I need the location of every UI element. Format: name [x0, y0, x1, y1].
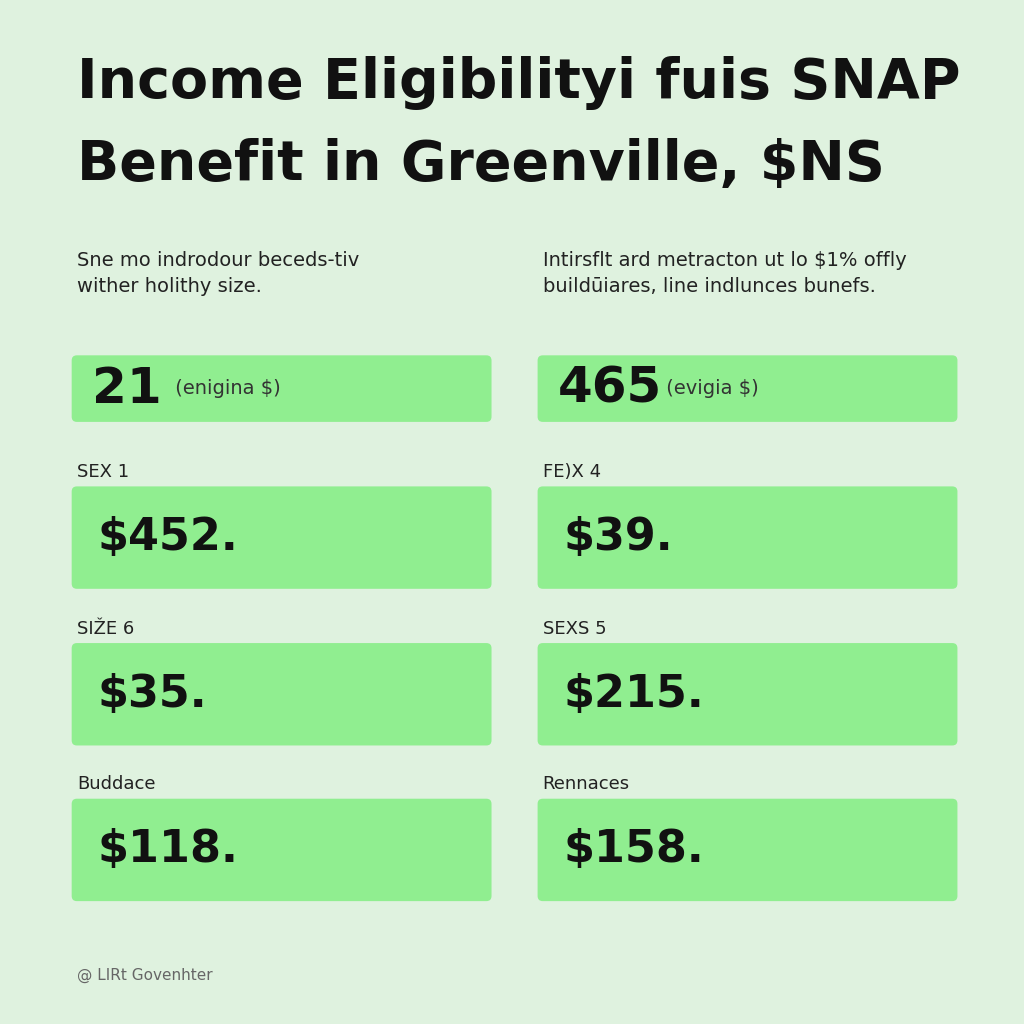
Text: Buddace: Buddace — [77, 775, 156, 794]
Text: SEX 1: SEX 1 — [77, 463, 129, 481]
Text: 465: 465 — [558, 365, 663, 413]
Text: Income Eligibility​i fuis SNAP: Income Eligibility​i fuis SNAP — [77, 56, 961, 111]
FancyBboxPatch shape — [538, 486, 957, 589]
Text: $452.: $452. — [97, 516, 238, 559]
Text: Intirsflt ard metracton ut lo $1% offly
buildūiares, line indlunces bunefs.: Intirsflt ard metracton ut lo $1% offly … — [543, 251, 906, 296]
FancyBboxPatch shape — [538, 643, 957, 745]
FancyBboxPatch shape — [72, 643, 492, 745]
Text: (evigia $): (evigia $) — [660, 379, 759, 398]
Text: $35.: $35. — [97, 673, 207, 716]
Text: FE)X 4: FE)X 4 — [543, 463, 601, 481]
FancyBboxPatch shape — [538, 355, 957, 422]
Text: $118.: $118. — [97, 828, 239, 871]
Text: Benefit in Greenville, $NS: Benefit in Greenville, $NS — [77, 138, 885, 193]
FancyBboxPatch shape — [538, 799, 957, 901]
FancyBboxPatch shape — [72, 486, 492, 589]
Text: Rennaces: Rennaces — [543, 775, 630, 794]
FancyBboxPatch shape — [72, 355, 492, 422]
Text: 21: 21 — [92, 365, 162, 413]
Text: @ LIRt Govenhter: @ LIRt Govenhter — [77, 968, 212, 983]
Text: $158.: $158. — [563, 828, 703, 871]
Text: $39.: $39. — [563, 516, 673, 559]
Text: $215.: $215. — [563, 673, 703, 716]
FancyBboxPatch shape — [72, 799, 492, 901]
Text: SEXS 5: SEXS 5 — [543, 620, 606, 638]
Text: (enigina $): (enigina $) — [169, 379, 281, 398]
Text: Sne mo indrodour beceds-tiv
wither holithy size.: Sne mo indrodour beceds-tiv wither holit… — [77, 251, 359, 296]
Text: SIŽE 6: SIŽE 6 — [77, 620, 134, 638]
